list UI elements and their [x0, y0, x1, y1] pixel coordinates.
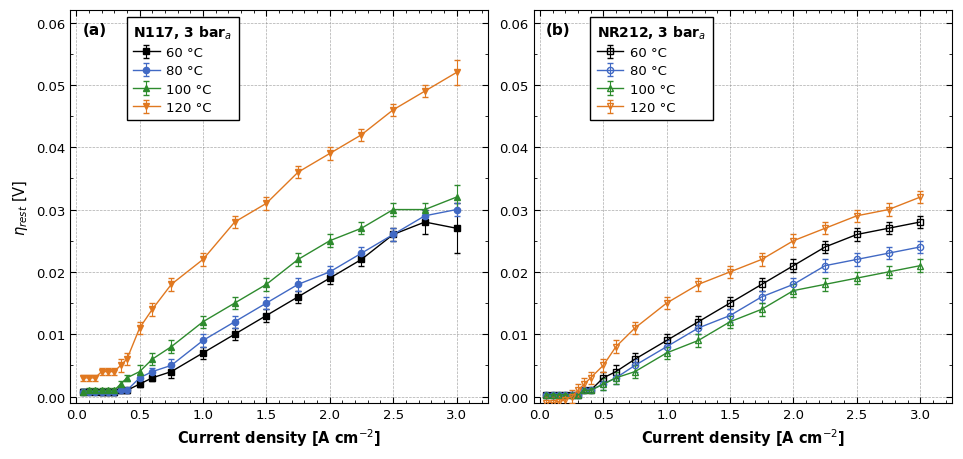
Text: (a): (a) [83, 23, 107, 38]
Y-axis label: $\eta_{rest}$ [V]: $\eta_{rest}$ [V] [12, 179, 30, 235]
Legend: 60 °C, 80 °C, 100 °C, 120 °C: 60 °C, 80 °C, 100 °C, 120 °C [127, 17, 239, 121]
Legend: 60 °C, 80 °C, 100 °C, 120 °C: 60 °C, 80 °C, 100 °C, 120 °C [590, 17, 713, 121]
Text: (b): (b) [546, 23, 571, 38]
X-axis label: Current density [A cm$^{-2}$]: Current density [A cm$^{-2}$] [177, 426, 381, 448]
X-axis label: Current density [A cm$^{-2}$]: Current density [A cm$^{-2}$] [640, 426, 845, 448]
